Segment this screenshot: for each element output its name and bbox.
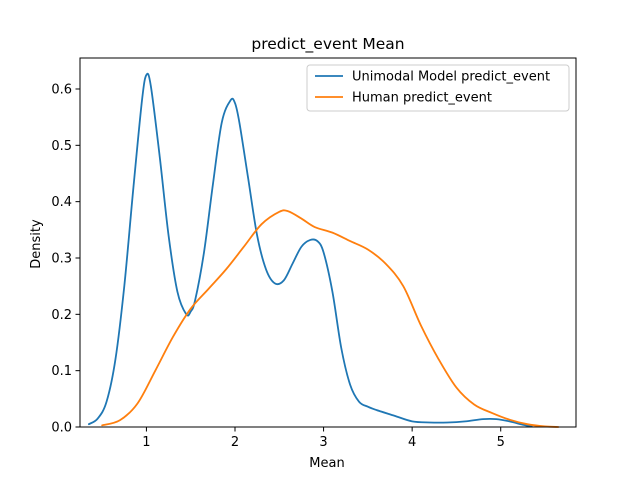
series-line-2 — [101, 209, 560, 428]
x-axis-label: Mean — [309, 456, 344, 471]
series-line-1 — [87, 72, 533, 428]
x-tick-label: 2 — [231, 435, 239, 450]
chart-title: predict_event Mean — [251, 35, 404, 54]
y-tick-label: 0.1 — [51, 364, 72, 379]
y-tick-label: 0.6 — [51, 82, 72, 97]
legend-label-1: Unimodal Model predict_event — [352, 70, 550, 85]
axes: 1 2 3 4 5 0.0 0.1 0.2 0.3 0.4 0.5 0.6 — [51, 57, 577, 450]
y-tick-label: 0.0 — [51, 421, 72, 436]
x-tick-label: 3 — [319, 435, 327, 450]
y-tick-label: 0.4 — [51, 195, 72, 210]
axes-frame — [79, 57, 577, 428]
y-tick-label: 0.3 — [51, 251, 72, 266]
legend-box — [306, 64, 570, 112]
legend-label-2: Human predict_event — [352, 91, 492, 106]
y-axis-label: Density — [29, 219, 44, 269]
x-tick-label: 5 — [497, 435, 505, 450]
y-tick-label: 0.5 — [51, 139, 72, 154]
y-tick-label: 0.2 — [51, 308, 72, 323]
legend: Unimodal Model predict_event Human predic… — [306, 64, 570, 112]
plot-area — [87, 72, 560, 428]
x-tick-label: 1 — [142, 435, 150, 450]
x-tick-label: 4 — [408, 435, 416, 450]
